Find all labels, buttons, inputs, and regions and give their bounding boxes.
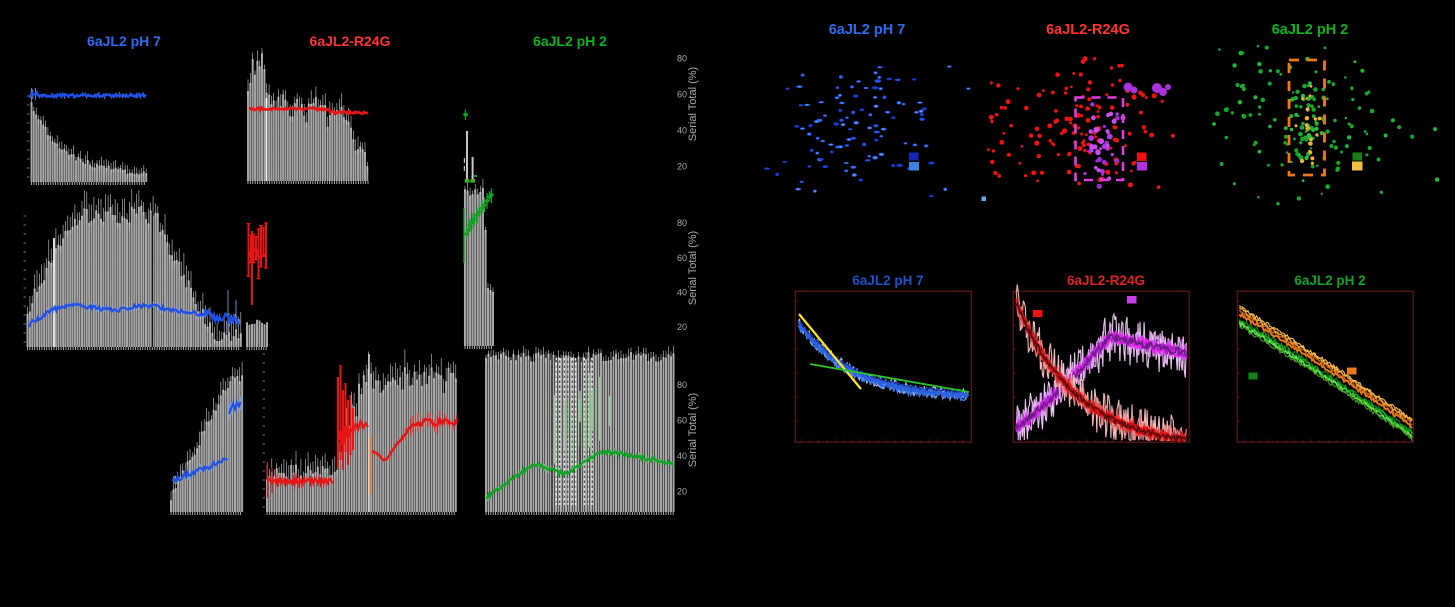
svg-text:6aJL2 pH 7: 6aJL2 pH 7 [852,273,923,288]
svg-text:6aJL2-R24G: 6aJL2-R24G [1046,22,1130,38]
svg-text:40: 40 [677,126,687,136]
svg-text:6aJL2 pH 2: 6aJL2 pH 2 [1294,273,1365,288]
svg-text:80: 80 [677,54,687,64]
svg-text:6aJL2 pH 7: 6aJL2 pH 7 [829,22,906,38]
svg-text:40: 40 [677,451,687,461]
svg-text:20: 20 [677,487,687,497]
svg-text:6aJL2 pH 7: 6aJL2 pH 7 [87,33,161,49]
svg-text:Serial Total (%): Serial Total (%) [687,231,699,305]
svg-text:80: 80 [677,380,687,390]
svg-text:20: 20 [677,322,687,332]
svg-text:80: 80 [677,218,687,228]
svg-text:60: 60 [677,90,687,100]
svg-text:20: 20 [677,162,687,172]
svg-text:60: 60 [677,416,687,426]
svg-text:6aJL2-R24G: 6aJL2-R24G [1067,273,1145,288]
svg-text:6aJL2 pH 2: 6aJL2 pH 2 [533,33,607,49]
svg-text:6aJL2-R24G: 6aJL2-R24G [310,33,391,49]
svg-text:60: 60 [677,253,687,263]
svg-text:Serial Total (%): Serial Total (%) [687,393,699,467]
svg-text:40: 40 [677,288,687,298]
svg-text:6aJL2 pH 2: 6aJL2 pH 2 [1272,22,1349,38]
svg-text:Serial Total (%): Serial Total (%) [687,67,699,141]
